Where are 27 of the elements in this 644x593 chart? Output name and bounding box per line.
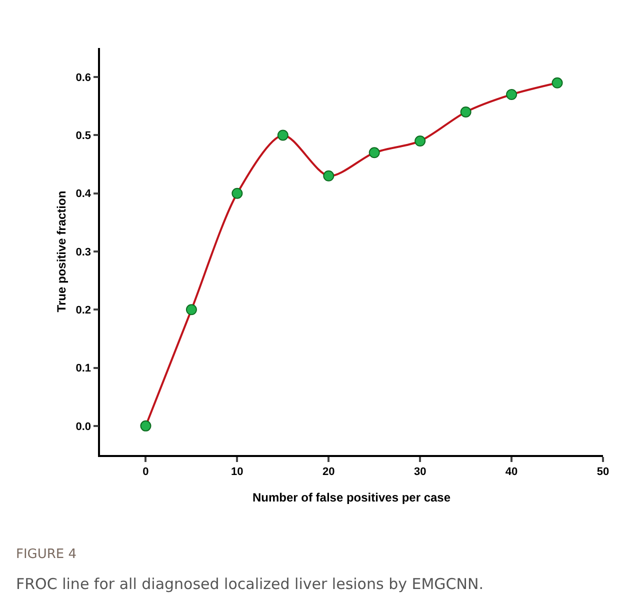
point [506,89,518,100]
y-axis-title: True positive fraction [54,190,68,312]
point [277,130,288,141]
y-tick-label: 0.2 [76,304,92,316]
x-tick-label: 30 [414,466,426,478]
point [552,77,563,88]
x-axis-title: Number of false positives per case [252,490,451,504]
y-tick-label: 0.4 [76,188,92,200]
point [368,147,380,158]
y-tick-label: 0.6 [76,72,92,84]
text: FROC line for all diagnosed localized liver lesions by EMGCNN. [16,575,484,593]
caption: FIGURE 4 [16,547,77,562]
point [460,106,472,118]
y-tick-label: 0.1 [76,362,92,375]
x-tick-label: 20 [322,466,335,478]
x-tick-label: 50 [596,466,610,478]
point [414,136,426,147]
x-tick-label: 40 [505,466,518,478]
x-tick-label: 10 [231,466,244,478]
point [140,420,152,432]
point [323,170,334,182]
y-tick-label: 0.0 [76,420,92,433]
x-tick-label: 0 [142,466,149,478]
y-tick-label: 0.5 [76,130,92,142]
y-tick-label: 0.3 [76,246,92,258]
point [186,304,197,316]
point [232,188,243,199]
